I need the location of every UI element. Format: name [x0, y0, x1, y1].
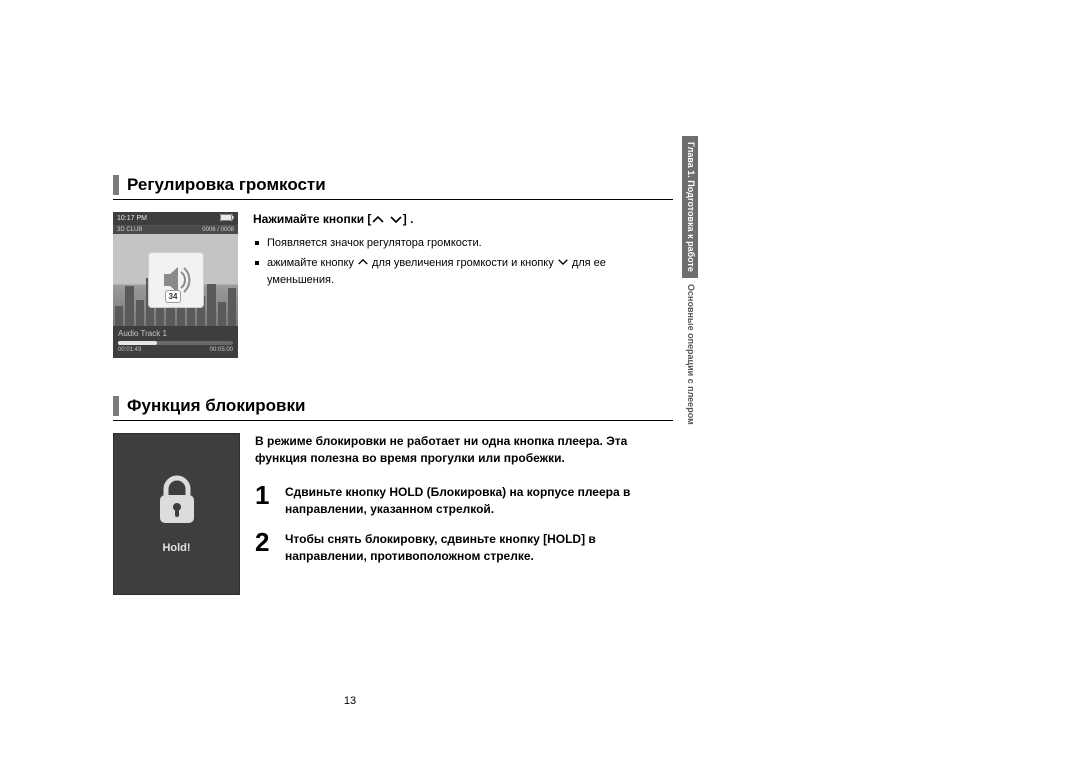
lock-label: Hold!	[162, 542, 190, 554]
step: 1Сдвиньте кнопку HOLD (Блокировка) на ко…	[255, 482, 673, 518]
volume-heading: Нажимайте кнопки [ ] .	[253, 212, 673, 227]
bullet-item: Появляется значок регулятора громкости.	[267, 235, 673, 252]
speaker-icon: 34	[148, 252, 204, 308]
player-screenshot: 10:17 PM 3D CLUB 0006 / 0008	[113, 212, 238, 358]
lock-intro: В режиме блокировки не работает ни одна …	[255, 433, 673, 468]
tab-inactive: Основные операции с плеером	[682, 278, 698, 431]
battery-icon	[220, 214, 234, 223]
chevron-down-icon	[389, 213, 403, 227]
chapter-tab: Глава 1. Подготовка к работе Основные оп…	[682, 136, 704, 431]
album-name: 3D CLUB	[117, 227, 142, 233]
section-rule	[113, 199, 673, 200]
progress-fill	[118, 341, 157, 345]
time-total: 00:05:00	[210, 347, 233, 353]
section-title-lock: Функция блокировки	[113, 396, 673, 416]
step: 2Чтобы снять блокировку, сдвиньте кнопку…	[255, 529, 673, 565]
player-subbar: 3D CLUB 0006 / 0008	[113, 225, 238, 234]
bullet-text: ажимайте кнопку	[267, 257, 357, 269]
volume-bullets: Появляется значок регулятора громкости. …	[253, 235, 673, 289]
chevron-down-icon	[557, 255, 569, 272]
section-rule	[113, 420, 673, 421]
track-name: Audio Track 1	[118, 329, 233, 338]
heading-prefix: Нажимайте кнопки [	[253, 212, 371, 226]
step-number: 1	[255, 482, 285, 518]
tab-active: Глава 1. Подготовка к работе	[682, 136, 698, 278]
player-footer: Audio Track 1 00:01:43 00:05:00	[113, 326, 238, 358]
steps-list: 1Сдвиньте кнопку HOLD (Блокировка) на ко…	[255, 482, 673, 565]
chevron-up-icon	[371, 213, 385, 227]
page-number: 13	[0, 695, 700, 707]
volume-text: Нажимайте кнопки [ ] . Появляется значок…	[253, 212, 673, 292]
player-statusbar: 10:17 PM	[113, 212, 238, 225]
volume-row: 10:17 PM 3D CLUB 0006 / 0008	[113, 212, 673, 358]
lock-screenshot: Hold!	[113, 433, 240, 595]
bullet-text: для увеличения громкости и кнопку	[369, 257, 557, 269]
step-text: Сдвиньте кнопку HOLD (Блокировка) на кор…	[285, 482, 673, 518]
step-number: 2	[255, 529, 285, 565]
time-row: 00:01:43 00:05:00	[118, 347, 233, 353]
bullet-item: ажимайте кнопку для увеличения громкости…	[267, 255, 673, 288]
track-counter: 0006 / 0008	[202, 227, 234, 233]
heading-suffix: ] .	[403, 212, 414, 226]
progress-bar	[118, 341, 233, 345]
lock-icon	[154, 475, 200, 532]
section-title-volume: Регулировка громкости	[113, 175, 673, 195]
time-elapsed: 00:01:43	[118, 347, 141, 353]
step-text: Чтобы снять блокировку, сдвиньте кнопку …	[285, 529, 673, 565]
content-column: Регулировка громкости 10:17 PM 3D CLUB 0…	[113, 175, 673, 595]
lock-text: В режиме блокировки не работает ни одна …	[255, 433, 673, 577]
chevron-up-icon	[357, 255, 369, 272]
section-lock: Функция блокировки Hold! В ре	[113, 396, 673, 595]
manual-page: Регулировка громкости 10:17 PM 3D CLUB 0…	[0, 0, 1080, 763]
status-time: 10:17 PM	[117, 215, 147, 222]
volume-readout: 34	[166, 291, 181, 302]
player-art: 34	[113, 234, 238, 326]
lock-row: Hold! В режиме блокировки не работает ни…	[113, 433, 673, 595]
